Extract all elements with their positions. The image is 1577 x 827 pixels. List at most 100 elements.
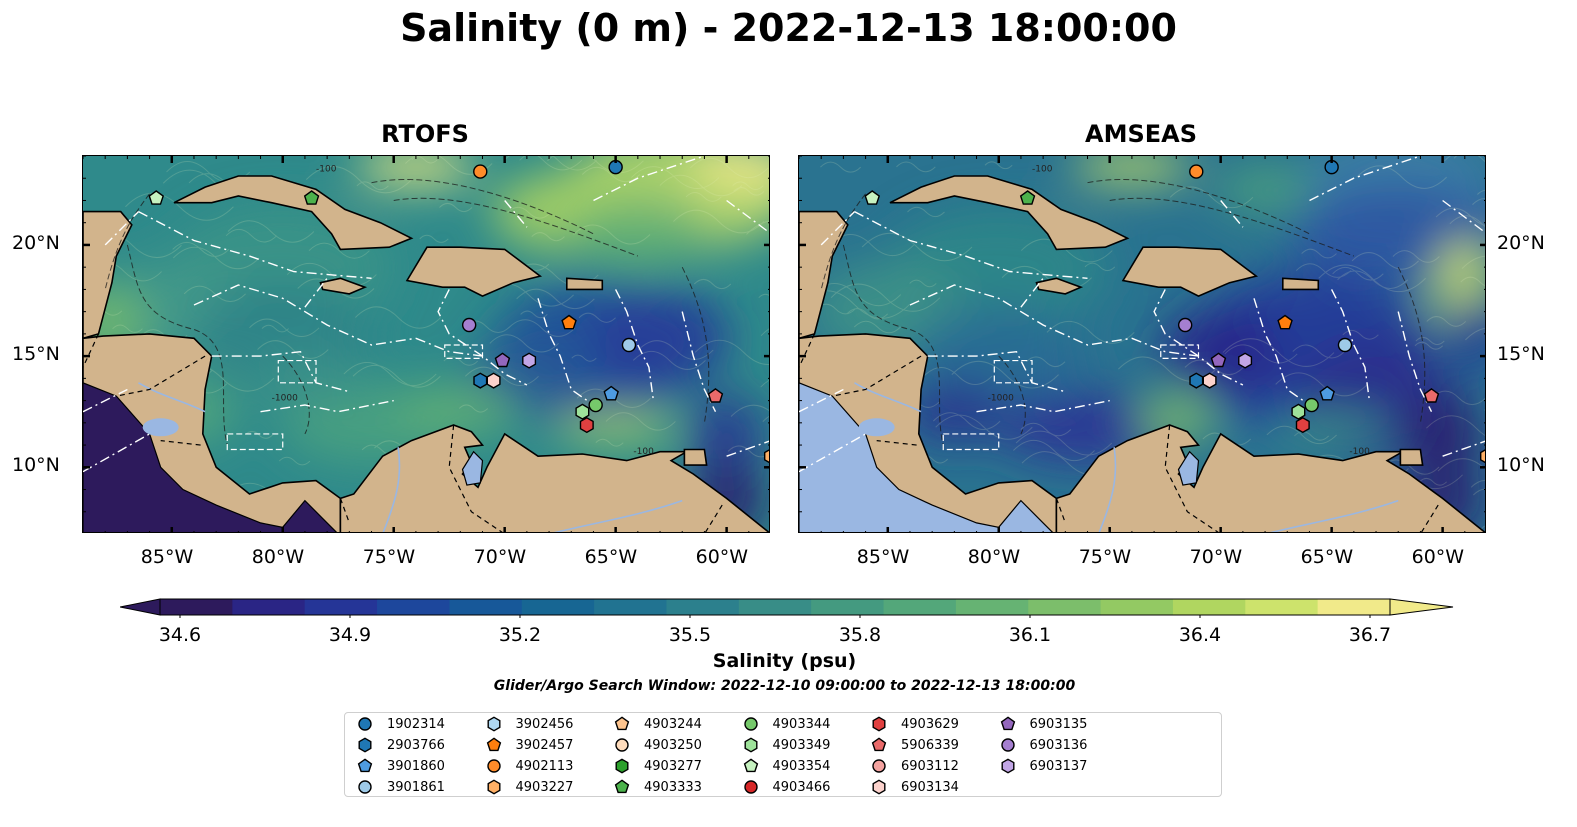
legend-marker-hexagon bbox=[487, 716, 501, 732]
land-cuba bbox=[889, 175, 1130, 251]
float-marker-6903134 bbox=[1202, 372, 1217, 389]
legend-label: 3901860 bbox=[387, 758, 445, 774]
legend-label: 6903137 bbox=[1029, 758, 1088, 774]
float-marker-4903227 bbox=[764, 449, 769, 464]
legend-entry: 6903136 bbox=[1000, 736, 1088, 754]
amseas-salinity-map: -100 -1000 -100 bbox=[798, 155, 1486, 533]
figure-title: Salinity (0 m) - 2022-12-13 18:00:00 bbox=[400, 6, 1177, 50]
legend-label: 4903349 bbox=[772, 737, 831, 753]
float-marker-4903333 bbox=[1019, 190, 1036, 205]
lon-tick-label: 75°W bbox=[1078, 546, 1132, 568]
land-puertorico bbox=[565, 277, 604, 291]
marine-areas bbox=[226, 344, 484, 451]
float-marker-3901861 bbox=[621, 337, 637, 353]
float-marker-6903136 bbox=[1177, 317, 1193, 333]
float-marker-4902113 bbox=[473, 164, 488, 179]
legend-label: 4903466 bbox=[772, 779, 831, 795]
contour-label: -100 bbox=[316, 165, 337, 175]
legend-entry: 4903244 bbox=[614, 715, 702, 733]
legend-label: 4903333 bbox=[644, 779, 702, 795]
land-southam bbox=[339, 424, 769, 532]
land-cuba bbox=[173, 175, 414, 251]
colorbar-bin bbox=[449, 599, 523, 615]
float-marker-3902457 bbox=[561, 314, 577, 330]
marine-areas bbox=[942, 344, 1200, 451]
contour-label: -1000 bbox=[988, 394, 1014, 404]
legend-label: 6903112 bbox=[901, 758, 959, 774]
bathymetry-contours bbox=[820, 179, 1426, 446]
land-hispaniola bbox=[405, 246, 543, 297]
float-marker-3901860 bbox=[1319, 385, 1335, 401]
float-marker-5906339 bbox=[707, 388, 724, 403]
eez-boundaries bbox=[83, 156, 769, 473]
lon-tick-label: 70°W bbox=[1189, 546, 1243, 568]
float-markers bbox=[864, 159, 1485, 464]
legend-entry: 6903137 bbox=[1000, 757, 1088, 775]
float-marker-6903135 bbox=[494, 352, 511, 368]
colorbar-tick-label: 35.8 bbox=[838, 624, 882, 646]
lon-tick-label: 60°W bbox=[695, 546, 749, 568]
legend-label: 1902314 bbox=[387, 716, 445, 732]
legend-marker-hexagon bbox=[487, 779, 501, 795]
legend-label: 3901861 bbox=[387, 779, 445, 795]
lake-nicaragua bbox=[142, 418, 179, 437]
legend-label: 4903629 bbox=[901, 716, 959, 732]
lon-tick-label: 80°W bbox=[967, 546, 1021, 568]
float-marker-4903629 bbox=[1295, 416, 1310, 434]
colorbar-extend-high bbox=[1389, 598, 1454, 616]
float-marker-6903134 bbox=[486, 372, 501, 389]
lon-tick-label: 75°W bbox=[362, 546, 416, 568]
legend-marker-hexagon bbox=[1001, 758, 1015, 774]
legend-entry: 4903344 bbox=[743, 715, 830, 733]
float-marker-4903333 bbox=[303, 190, 320, 205]
search-window-text: Glider/Argo Search Window: 2022-12-10 09… bbox=[493, 678, 1076, 694]
colorbar-bin bbox=[883, 599, 957, 615]
legend-marker-pentagon bbox=[486, 737, 501, 752]
colorbar-bin bbox=[811, 599, 885, 615]
float-marker-6903137 bbox=[1238, 352, 1253, 369]
legend-entry: 4903349 bbox=[743, 736, 831, 754]
lon-tick-label: 65°W bbox=[1300, 546, 1354, 568]
legend-marker-circle bbox=[743, 780, 758, 794]
colorbar-tick-label: 36.4 bbox=[1178, 624, 1222, 646]
lat-tick-label: 10°N bbox=[1497, 454, 1545, 477]
colorbar-bin bbox=[738, 599, 812, 615]
legend-marker-circle bbox=[615, 738, 629, 752]
legend-entry: 6903135 bbox=[1000, 715, 1087, 733]
contour-label: -100 bbox=[1032, 165, 1053, 175]
colorbar-extend-low bbox=[120, 598, 161, 616]
colorbar-tick-label: 34.9 bbox=[328, 624, 372, 646]
lon-tick-label: 70°W bbox=[473, 546, 527, 568]
legend-marker-hexagon bbox=[872, 716, 886, 732]
float-marker-3901861 bbox=[1337, 337, 1353, 353]
float-marker-4903227 bbox=[1480, 449, 1485, 464]
colorbar-bin bbox=[1317, 599, 1391, 615]
lon-tick-label: 85°W bbox=[140, 546, 194, 568]
legend-entry: 6903134 bbox=[871, 778, 959, 796]
colorbar-bin bbox=[1100, 599, 1174, 615]
country-borders bbox=[799, 333, 1439, 532]
colorbar-bin bbox=[1028, 599, 1102, 615]
lat-tick-label: 20°N bbox=[1497, 231, 1545, 254]
legend-label: 2903766 bbox=[387, 737, 445, 753]
lon-tick-label: 85°W bbox=[856, 546, 910, 568]
colorbar-bin bbox=[304, 599, 378, 615]
float-marker-4903354 bbox=[864, 190, 881, 205]
lon-tick-label: 80°W bbox=[251, 546, 305, 568]
contour-labels: -100 -1000 -100 bbox=[988, 165, 1370, 457]
float-marker-4903354 bbox=[148, 190, 165, 205]
lat-tick-label: 15°N bbox=[1497, 343, 1545, 366]
legend-marker-hexagon bbox=[615, 758, 629, 774]
legend-label: 6903136 bbox=[1029, 737, 1088, 753]
legend-marker-hexagon bbox=[872, 779, 886, 795]
lake-maracaibo bbox=[461, 450, 484, 486]
legend-marker-pentagon bbox=[743, 758, 758, 773]
tick-marks bbox=[83, 156, 769, 532]
float-marker-3901860 bbox=[603, 385, 619, 401]
contour-labels: -100 -1000 -100 bbox=[272, 165, 654, 457]
country-borders bbox=[83, 333, 723, 532]
legend-label: 3902457 bbox=[515, 737, 574, 753]
contour-label: -100 bbox=[633, 447, 654, 457]
legend-entry: 3901860 bbox=[357, 757, 445, 775]
float-marker-6903135 bbox=[1210, 352, 1227, 368]
